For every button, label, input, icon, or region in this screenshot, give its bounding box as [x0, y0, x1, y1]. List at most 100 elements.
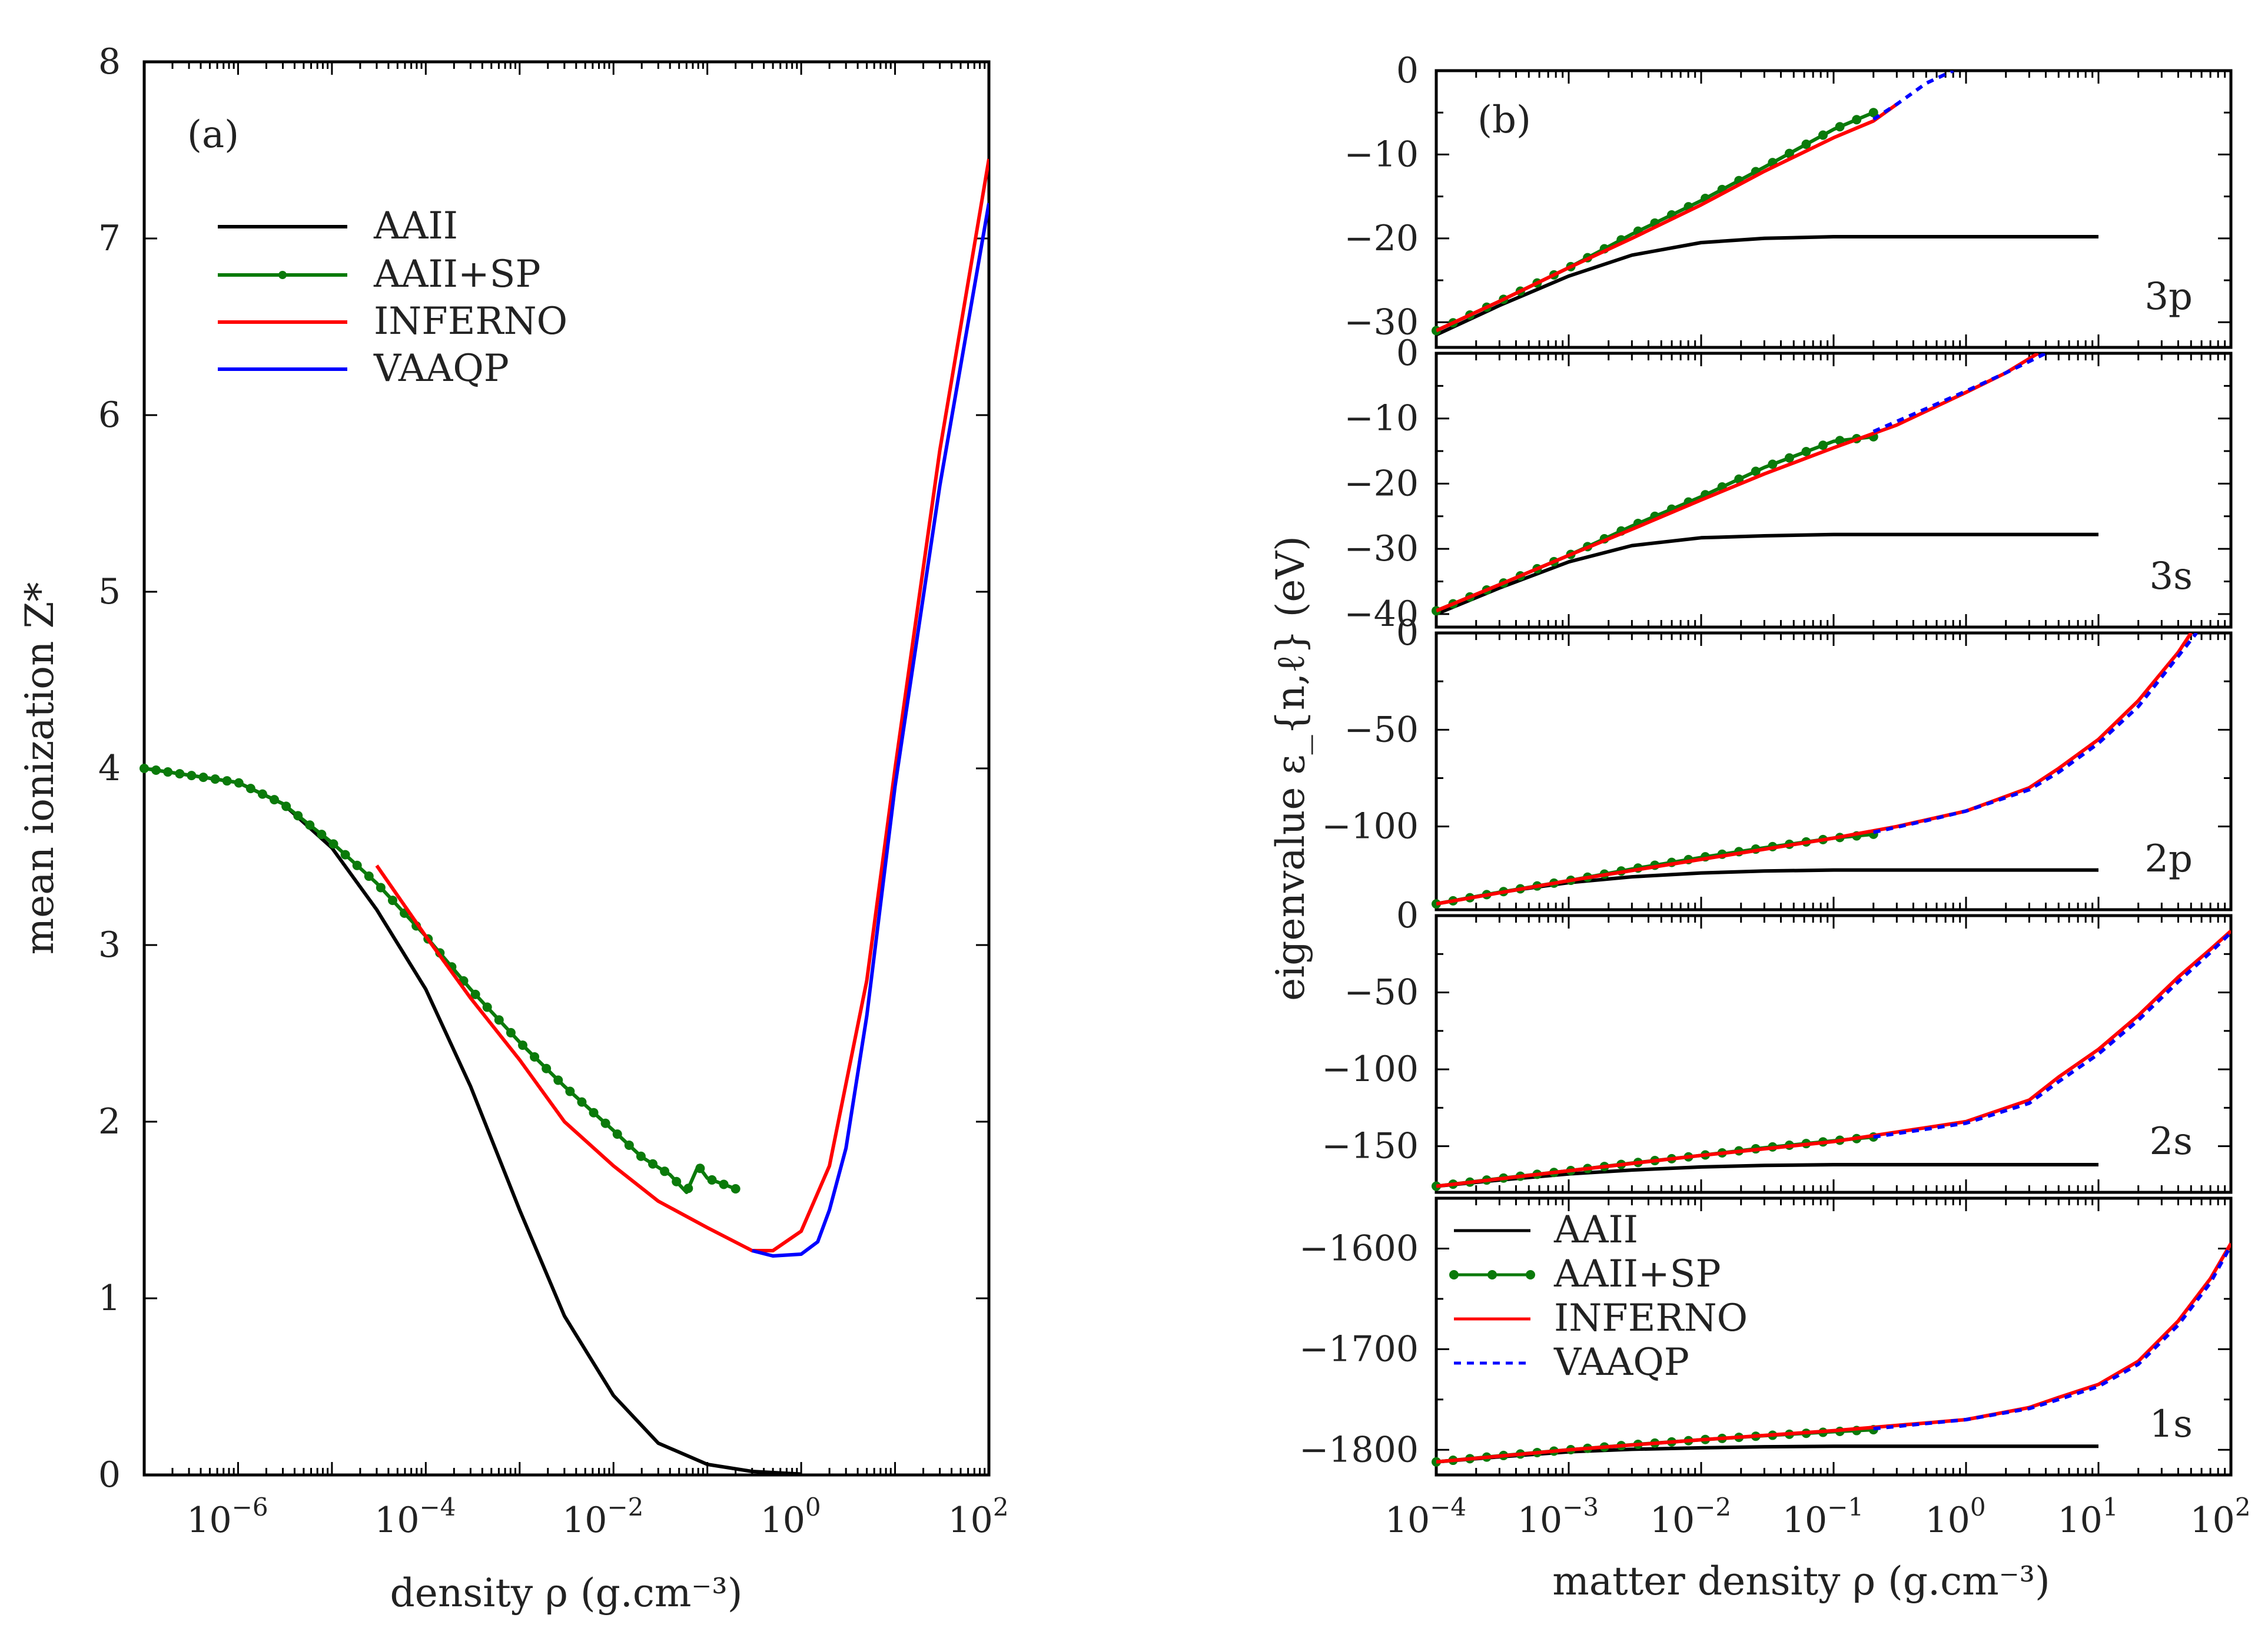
- panel-a-marker-aaiisp: [612, 1129, 622, 1139]
- legend-b-label-vaaqp: VAAQP: [1553, 1341, 1689, 1384]
- subpanel-1s-xtick-base: 10: [1650, 1500, 1695, 1541]
- panel-a-xtick-exp: −4: [420, 1493, 456, 1521]
- subpanel-1s-xtick-label: 102: [2190, 1493, 2250, 1541]
- subpanel-1s-xtick-base: 10: [1385, 1500, 1430, 1541]
- subpanel-2s-ytick-label: −150: [1321, 1126, 1419, 1167]
- panel-a-marker-aaiisp: [600, 1118, 610, 1128]
- panel-a-ytick-label: 3: [98, 924, 121, 966]
- subpanel-3s-ytick-label: −20: [1344, 463, 1419, 504]
- panel-b-label: (b): [1477, 98, 1531, 142]
- panel-a-xtick-base: 10: [761, 1500, 805, 1541]
- panel-a-marker-aaiisp: [577, 1097, 587, 1107]
- panel-a-marker-aaiisp: [317, 830, 327, 840]
- subpanel-1s-xtick-label: 101: [2057, 1493, 2118, 1541]
- panel-a-xtick-base: 10: [374, 1500, 419, 1541]
- subpanel-1s-xtick-label: 10−1: [1782, 1493, 1864, 1541]
- subpanel-frame-2p: [1434, 631, 2233, 911]
- subpanel-2p-ytick-label: −100: [1321, 806, 1419, 847]
- panel-a-marker-aaiisp: [482, 1002, 492, 1012]
- subpanel-label-3p: 3p: [2144, 275, 2193, 319]
- panel-a-marker-aaiisp: [234, 778, 244, 788]
- panel-a-marker-aaiisp: [506, 1027, 516, 1037]
- subpanel-1s-ytick-label: −1700: [1299, 1328, 1419, 1370]
- subpanel-1s: 10−4 10−3 10−2 10−1 100 101 102−1600−1700−1800…: [1299, 1196, 2251, 1541]
- panel-a-xtick-label: 102: [948, 1493, 1008, 1541]
- panel-a-ytick-label: 7: [98, 218, 121, 259]
- panel-a-marker-aaiisp: [376, 883, 386, 893]
- panel-a-marker-aaiisp: [589, 1108, 599, 1118]
- panel-a-marker-aaiisp: [719, 1179, 729, 1189]
- panel-a-xtick-label: 10−6: [187, 1493, 268, 1541]
- subpanel-3p-ytick-label: −30: [1344, 301, 1419, 343]
- panel-b-subpanels: 0−10−20−303p0−10−20−30−403s0−50−1002p0−5…: [1299, 50, 2251, 1541]
- legend-b-marker-aaiisp-3: [1526, 1270, 1535, 1279]
- legend-a-label-aaii: AAII: [373, 204, 458, 248]
- panel-a-marker-aaiisp: [624, 1140, 634, 1150]
- subpanel-3s: 0 −10 −20 −30 −40 3s: [1344, 333, 2233, 635]
- subpanel-3p-series-vaaqp: [1872, 71, 1954, 121]
- panel-a-marker-aaiisp: [517, 1040, 527, 1050]
- subpanel-2p-ytick-label: 0: [1396, 612, 1419, 654]
- subpanel-1s-xtick-label: 10−2: [1650, 1493, 1731, 1541]
- panel-a-xtick-label: 10−2: [562, 1493, 643, 1541]
- subpanel-1s-xtick-base: 10: [2190, 1500, 2234, 1541]
- panel-a-marker-aaiisp: [565, 1086, 575, 1096]
- subpanel-1s-xtick-base: 10: [1925, 1500, 1970, 1541]
- panel-a-marker-aaiisp: [210, 774, 220, 784]
- subpanel-1s-xtick-base: 10: [1517, 1500, 1562, 1541]
- subpanel-label-2p: 2p: [2144, 837, 2193, 881]
- legend-b: AAII AAII+SP INFERNO VAAQP: [1449, 1208, 1748, 1384]
- legend-a-marker-aaiisp: [278, 271, 287, 279]
- subpanel-3s-ytick-label: 0: [1396, 333, 1419, 374]
- panel-a-marker-aaiisp: [683, 1184, 693, 1194]
- subpanel-1s-ytick-label: −1600: [1299, 1228, 1419, 1269]
- subpanel-1s-series-vaaqp: [1873, 1244, 2231, 1431]
- legend-b-label-aaiisp: AAII+SP: [1553, 1252, 1721, 1296]
- subpanel-2p-marker-aaiisp: [1432, 899, 1441, 909]
- subpanel-1s-xtick-exp: 2: [2235, 1493, 2251, 1521]
- subpanel-3p-series-inferno: [1436, 102, 1898, 333]
- panel-a-ylabel: mean ionization Z*: [17, 582, 62, 955]
- panel-a-ytick-label: 4: [98, 748, 121, 789]
- subpanel-3s-series-aaii: [1436, 532, 2098, 616]
- subpanel-3p-ytick-label: −20: [1344, 218, 1419, 259]
- subpanel-1s-xtick-exp: 1: [2103, 1493, 2118, 1521]
- panel-a-ytick-label: 2: [98, 1101, 121, 1142]
- subpanel-1s-xtick-base: 10: [1782, 1500, 1827, 1541]
- subpanel-frame-2s: [1434, 914, 2233, 1194]
- subpanel-3p-ytick-label: 0: [1396, 50, 1419, 91]
- panel-a-marker-aaiisp: [364, 871, 374, 881]
- subpanel-label-3s: 3s: [2149, 555, 2193, 598]
- subpanel-1s-xtick-exp: −2: [1695, 1493, 1731, 1521]
- subpanel-3s-marker-aaiisp: [1751, 466, 1761, 476]
- subpanel-3s-marker-aaiisp: [1768, 459, 1778, 469]
- subpanel-3p-marker-aaiisp: [1852, 115, 1862, 125]
- panel-a-marker-aaiisp: [542, 1063, 552, 1073]
- panel-a-marker-aaiisp: [340, 850, 350, 860]
- subpanel-2p-ytick-label: −50: [1344, 709, 1419, 750]
- subpanel-3p-marker-aaiisp: [1801, 140, 1811, 150]
- legend-a-label-aaiisp: AAII+SP: [373, 253, 541, 296]
- panel-a-xtick-exp: −6: [232, 1493, 268, 1521]
- subpanel-3s-marker-aaiisp: [1784, 453, 1794, 463]
- panel-a-ytick-label: 6: [98, 395, 121, 436]
- panel-a-marker-aaiisp: [198, 773, 208, 783]
- panel-b-ylabel: eigenvalue ε_{n,ℓ} (eV): [1268, 536, 1313, 1001]
- subpanel-1s-xtick-label: 100: [1925, 1493, 1985, 1541]
- panel-a-marker-aaiisp: [257, 789, 267, 799]
- panel-a-marker-aaiisp: [660, 1166, 670, 1176]
- panel-a-marker-aaiisp: [730, 1184, 740, 1194]
- panel-a-xtick-base: 10: [948, 1500, 992, 1541]
- panel-a-marker-aaiisp: [695, 1163, 705, 1173]
- subpanel-label-2s: 2s: [2149, 1120, 2193, 1163]
- panel-a-ytick-label: 0: [98, 1454, 121, 1496]
- panel-a-marker-aaiisp: [494, 1015, 504, 1025]
- panel-a-marker-aaiisp: [648, 1159, 658, 1169]
- subpanel-1s-ytick-label: −1800: [1299, 1429, 1419, 1470]
- subpanel-1s-xtick-exp: 0: [1970, 1493, 1986, 1521]
- subpanel-label-1s: 1s: [2149, 1403, 2193, 1446]
- subpanel-3s-ytick-label: −10: [1344, 398, 1419, 439]
- subpanel-1s-xtick-exp: −3: [1562, 1493, 1599, 1521]
